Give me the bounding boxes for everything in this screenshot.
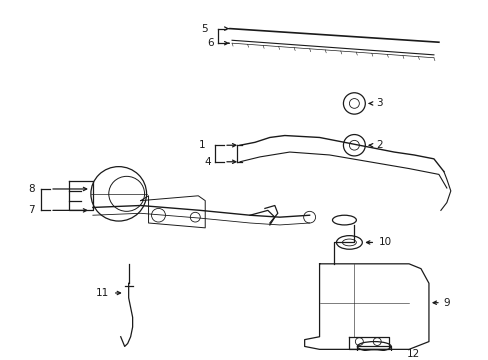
Text: 5: 5 bbox=[201, 24, 208, 33]
Text: 12: 12 bbox=[406, 349, 420, 359]
Text: 4: 4 bbox=[204, 157, 211, 167]
Text: 2: 2 bbox=[375, 140, 382, 150]
Text: 11: 11 bbox=[95, 288, 108, 298]
Text: 8: 8 bbox=[28, 184, 35, 194]
Text: 6: 6 bbox=[207, 38, 214, 48]
Text: 1: 1 bbox=[198, 140, 205, 150]
Text: 9: 9 bbox=[443, 298, 449, 308]
Text: 10: 10 bbox=[379, 238, 391, 247]
Text: 3: 3 bbox=[375, 98, 382, 108]
Text: 7: 7 bbox=[28, 205, 35, 215]
